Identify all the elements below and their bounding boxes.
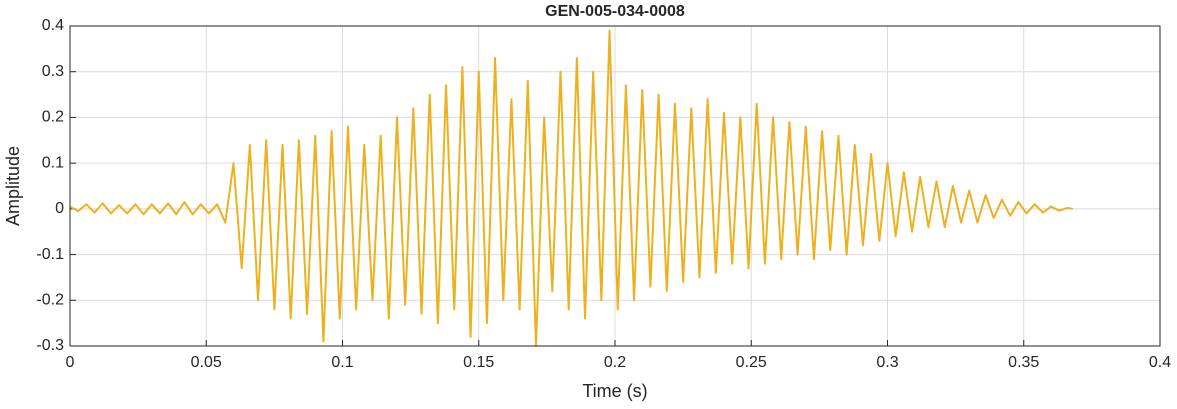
y-tick-label: 0.3 xyxy=(42,63,64,80)
y-tick-label: -0.3 xyxy=(36,337,64,354)
y-tick-label: -0.2 xyxy=(36,292,64,309)
y-tick-label: 0 xyxy=(55,200,64,217)
x-tick-label: 0.2 xyxy=(604,354,626,371)
x-tick-label: 0.35 xyxy=(1008,354,1039,371)
x-tick-label: 0.05 xyxy=(191,354,222,371)
x-tick-label: 0 xyxy=(66,354,75,371)
x-tick-label: 0.4 xyxy=(1149,354,1171,371)
x-tick-label: 0.25 xyxy=(736,354,767,371)
y-axis-label: Amplitude xyxy=(3,146,23,226)
y-tick-label: 0.4 xyxy=(42,17,64,34)
y-tick-label: 0.1 xyxy=(42,154,64,171)
x-tick-label: 0.15 xyxy=(463,354,494,371)
x-tick-label: 0.3 xyxy=(876,354,898,371)
waveform-line xyxy=(69,29,1073,347)
y-tick-label: -0.1 xyxy=(36,246,64,263)
plot-frame xyxy=(69,25,1161,347)
chart-title: GEN-005-034-0008 xyxy=(545,3,685,20)
y-tick-label: 0.2 xyxy=(42,109,64,126)
x-axis-label: Time (s) xyxy=(582,381,647,401)
x-tick-label: 0.1 xyxy=(331,354,353,371)
